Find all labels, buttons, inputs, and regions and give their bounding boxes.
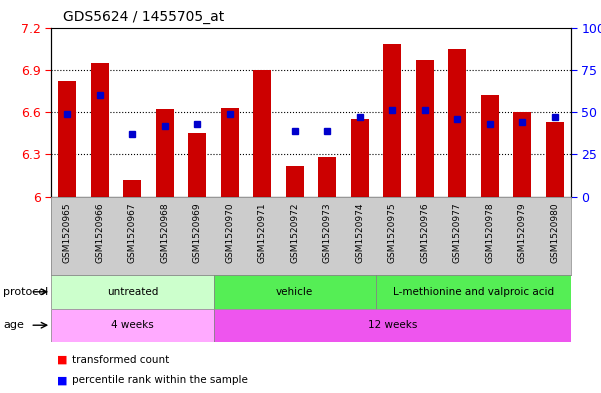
Text: GSM1520978: GSM1520978: [485, 203, 494, 263]
Bar: [546, 122, 564, 196]
Bar: [383, 44, 401, 196]
Text: 4 weeks: 4 weeks: [111, 320, 154, 330]
Bar: [58, 81, 76, 196]
Bar: [213, 275, 376, 309]
Text: GSM1520965: GSM1520965: [63, 203, 72, 263]
Bar: [481, 95, 499, 196]
Bar: [51, 275, 213, 309]
Text: percentile rank within the sample: percentile rank within the sample: [72, 375, 248, 385]
Bar: [448, 49, 466, 196]
Text: GSM1520974: GSM1520974: [355, 203, 364, 263]
Bar: [156, 109, 174, 196]
Bar: [513, 112, 531, 196]
Text: GSM1520968: GSM1520968: [160, 203, 169, 263]
Text: GSM1520972: GSM1520972: [290, 203, 299, 263]
Bar: [221, 108, 239, 196]
Text: age: age: [3, 320, 24, 330]
Bar: [123, 180, 141, 196]
Text: GSM1520970: GSM1520970: [225, 203, 234, 263]
Text: ■: ■: [57, 355, 67, 365]
Text: GSM1520979: GSM1520979: [517, 203, 526, 263]
Bar: [376, 275, 571, 309]
Text: untreated: untreated: [106, 287, 158, 297]
Text: 12 weeks: 12 weeks: [368, 320, 417, 330]
Text: vehicle: vehicle: [276, 287, 313, 297]
Text: transformed count: transformed count: [72, 355, 169, 365]
Text: GSM1520967: GSM1520967: [128, 203, 137, 263]
Text: GSM1520977: GSM1520977: [453, 203, 462, 263]
Bar: [213, 309, 571, 342]
Text: protocol: protocol: [3, 287, 48, 297]
Text: GSM1520973: GSM1520973: [323, 203, 332, 263]
Text: L-methionine and valproic acid: L-methionine and valproic acid: [393, 287, 554, 297]
Bar: [91, 63, 109, 196]
Text: ■: ■: [57, 375, 67, 385]
Text: GSM1520975: GSM1520975: [388, 203, 397, 263]
Bar: [416, 60, 434, 196]
Text: GDS5624 / 1455705_at: GDS5624 / 1455705_at: [63, 9, 224, 24]
Text: GSM1520971: GSM1520971: [258, 203, 267, 263]
Bar: [254, 70, 271, 196]
Bar: [188, 133, 206, 196]
Text: GSM1520966: GSM1520966: [96, 203, 105, 263]
Text: GSM1520976: GSM1520976: [420, 203, 429, 263]
Bar: [319, 157, 336, 196]
Bar: [286, 165, 304, 196]
Text: GSM1520980: GSM1520980: [550, 203, 559, 263]
Bar: [351, 119, 368, 196]
Text: GSM1520969: GSM1520969: [193, 203, 202, 263]
Bar: [51, 309, 213, 342]
